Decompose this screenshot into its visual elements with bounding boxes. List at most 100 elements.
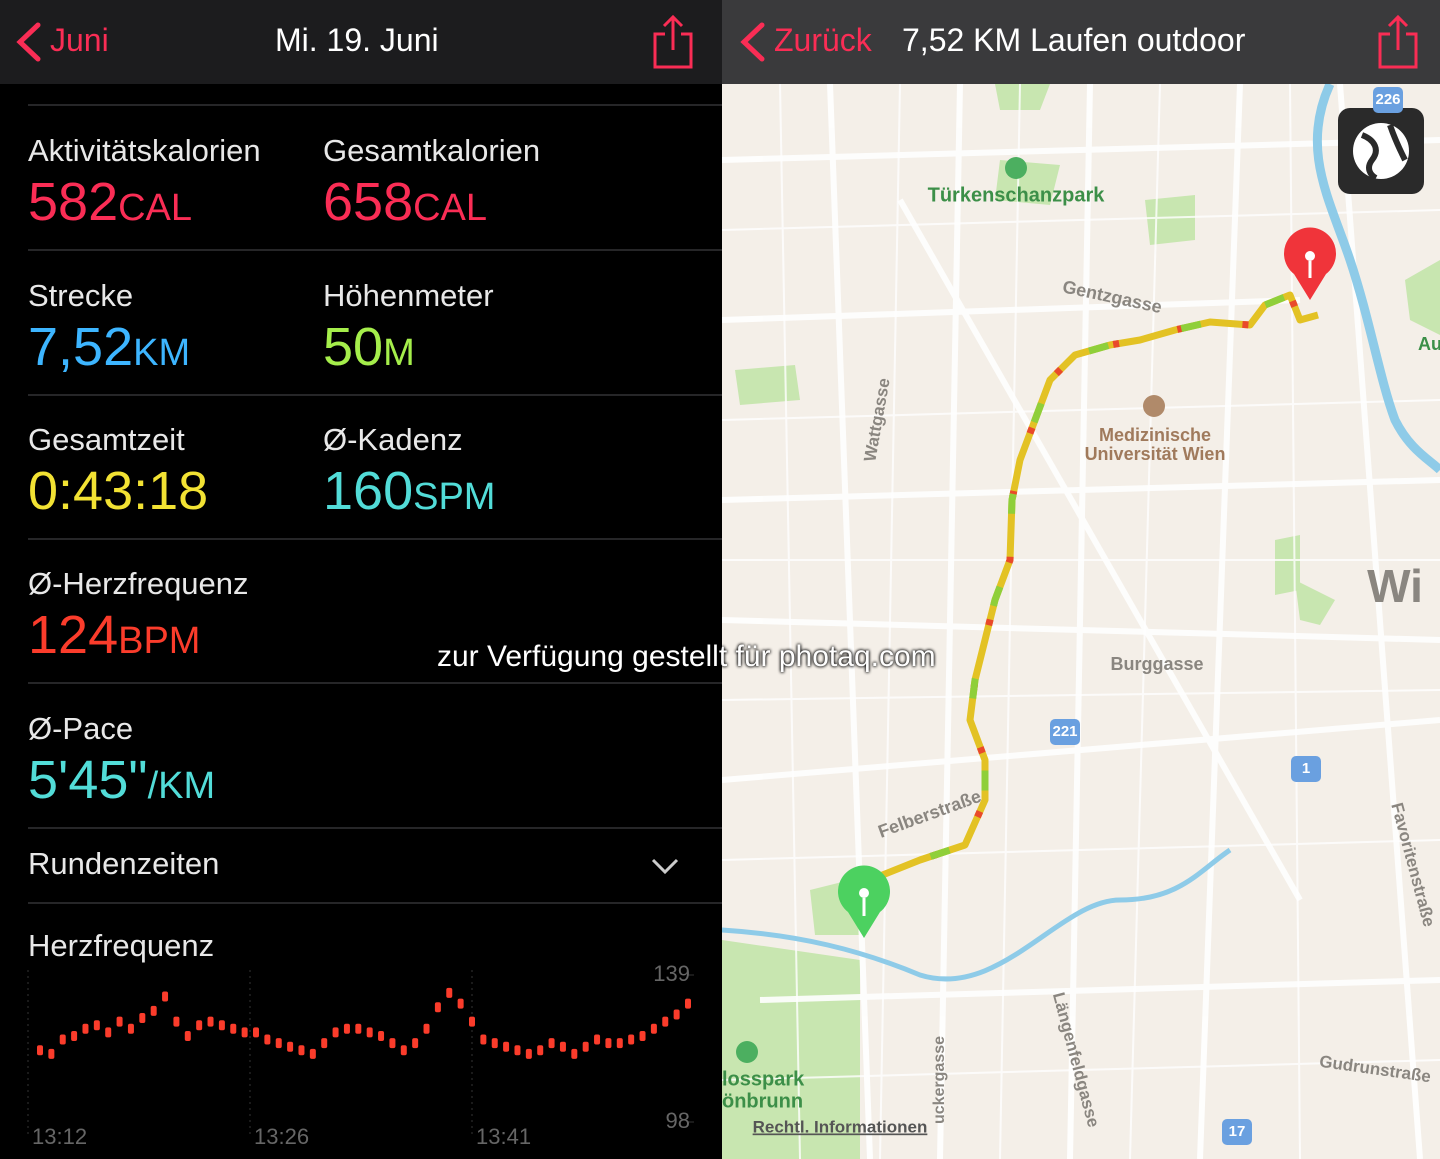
route-shield: [1373, 87, 1403, 113]
heart-rate-bar: [116, 1016, 123, 1027]
heart-rate-bar: [218, 1020, 225, 1031]
park-icon: [736, 1041, 758, 1063]
heart-rate-bar: [582, 1041, 589, 1052]
heart-rate-bar: [525, 1048, 532, 1059]
map-label: Universität Wien: [1085, 444, 1226, 464]
metric-unit: KM: [133, 332, 191, 374]
back-button[interactable]: Zurück: [774, 22, 872, 58]
expand-chevron[interactable]: [650, 856, 680, 878]
globe-button[interactable]: [1338, 108, 1424, 194]
back-button[interactable]: Juni: [50, 22, 109, 58]
heart-rate-chart: 139 98 13:12 13:26 13:41: [27, 961, 694, 1149]
route-shield: [1291, 756, 1321, 782]
heart-rate-bar: [48, 1048, 55, 1059]
metric-value: 5'45"/KM: [28, 749, 215, 811]
y-tick-label: 139: [653, 961, 690, 986]
heart-rate-bar: [423, 1023, 430, 1034]
heart-rate-bar: [480, 1034, 487, 1045]
heart-rate-bar: [355, 1023, 362, 1034]
heart-rate-bar: [343, 1023, 350, 1034]
heart-rate-bar: [196, 1020, 203, 1031]
route-shield: [1050, 719, 1080, 745]
map-label: Rechtl. Informationen: [753, 1117, 928, 1136]
map-label: uckergasse: [931, 1036, 948, 1124]
heart-rate-bar: [537, 1045, 544, 1056]
heart-rate-bar: [559, 1041, 566, 1052]
share-button[interactable]: [1377, 14, 1419, 70]
heart-rate-bar: [434, 1002, 441, 1013]
laps-label[interactable]: Rundenzeiten: [28, 846, 220, 881]
heart-rate-bar: [685, 998, 691, 1009]
watermark: zur Verfügung gestellt für photaq.com: [437, 640, 936, 673]
park-icon: [1005, 157, 1027, 179]
map-label: Burggasse: [1110, 654, 1203, 674]
poi-icon: [1143, 395, 1165, 417]
nav-title: 7,52 KM Laufen outdoor: [902, 22, 1246, 58]
heart-rate-bar: [184, 1030, 191, 1041]
route-shield-label: 1: [1302, 760, 1310, 777]
metric-unit: BPM: [118, 620, 201, 662]
metric-number: 5'45": [28, 750, 148, 810]
metric-value: 7,52KM: [28, 316, 190, 378]
x-tick-label: 13:41: [476, 1124, 531, 1149]
heart-rate-bar: [139, 1013, 146, 1024]
route-shield: [1222, 1119, 1252, 1145]
map-label: Wi: [1367, 560, 1423, 612]
chart-title: Herzfrequenz: [28, 928, 215, 963]
metric-number: 7,52: [28, 317, 134, 377]
y-tick-label: 98: [666, 1108, 690, 1133]
route-shield-label: 17: [1229, 1123, 1246, 1140]
heart-rate-bar: [673, 1009, 680, 1020]
back-chevron[interactable]: [738, 22, 768, 62]
map-label: önbrunn: [722, 1090, 803, 1112]
metric-unit: M: [383, 332, 415, 374]
end-pin[interactable]: [1284, 227, 1337, 300]
separator: [28, 827, 722, 829]
map-label: Au: [1418, 334, 1440, 354]
metric-number: 582: [28, 172, 119, 232]
separator: [28, 394, 722, 396]
heart-rate-bar: [469, 1016, 475, 1027]
metric-label: Ø-Pace: [28, 711, 134, 746]
metric-unit: SPM: [413, 476, 496, 518]
heart-rate-bar: [162, 991, 169, 1002]
start-pin[interactable]: [838, 865, 890, 938]
separator: [28, 682, 722, 684]
metric-value: 50M: [323, 316, 415, 378]
heart-rate-bar: [207, 1016, 214, 1027]
metric-label: Gesamtzeit: [28, 422, 185, 457]
metric-label: Gesamtkalorien: [323, 133, 541, 168]
share-button[interactable]: [652, 14, 694, 70]
map-nav-bar: Zurück 7,52 KM Laufen outdoor: [722, 0, 1440, 84]
route-shield-label: 226: [1375, 91, 1400, 108]
heart-rate-bar: [650, 1023, 657, 1034]
separator: [28, 249, 722, 251]
heart-rate-bar: [309, 1048, 316, 1059]
heart-rate-bar: [378, 1030, 385, 1041]
heart-rate-bar: [457, 998, 464, 1009]
heart-rate-bar: [548, 1038, 555, 1049]
heart-rate-bar: [503, 1041, 510, 1052]
workout-summary: Juni Mi. 19. Juni Aktivitätskalorien 582C…: [0, 0, 722, 1149]
heart-rate-bar: [662, 1016, 669, 1027]
metric-label: Höhenmeter: [323, 278, 494, 313]
heart-rate-bar: [82, 1023, 89, 1034]
route-shield-label: 221: [1052, 723, 1077, 740]
heart-rate-bar: [230, 1023, 237, 1034]
x-tick-label: 13:12: [32, 1124, 87, 1149]
metric-value: 0:43:18: [28, 460, 208, 522]
metric-unit: CAL: [413, 187, 488, 229]
nav-title: Mi. 19. Juni: [275, 22, 439, 58]
heart-rate-bar: [275, 1038, 282, 1049]
heart-rate-bar: [93, 1020, 100, 1031]
heart-rate-bar: [150, 1005, 157, 1016]
heart-rate-bar: [37, 1045, 43, 1056]
metric-number: 0:43:18: [28, 461, 209, 521]
heart-rate-bar: [264, 1034, 271, 1045]
heart-rate-bar: [446, 987, 453, 998]
heart-rate-bar: [321, 1038, 328, 1049]
back-chevron[interactable]: [14, 22, 44, 62]
heart-rate-bar: [127, 1023, 134, 1034]
